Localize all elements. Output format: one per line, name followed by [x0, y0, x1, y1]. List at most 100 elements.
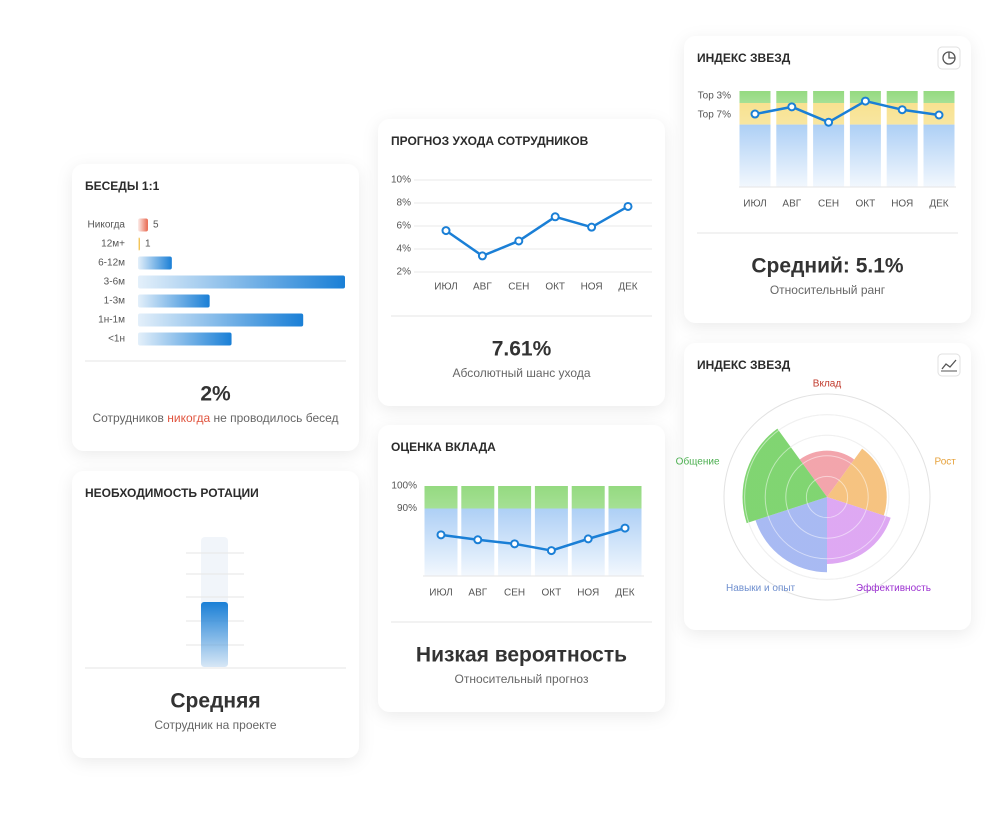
summary: 7.61% — [492, 338, 552, 361]
icon — [941, 359, 957, 370]
sector — [827, 448, 887, 516]
point — [750, 109, 760, 119]
point — [583, 534, 593, 544]
x-tick-label: ИЮЛ — [434, 282, 457, 293]
point — [623, 201, 633, 211]
x-tick-label: НОЯ — [577, 588, 599, 599]
band — [534, 508, 568, 576]
axis-label: Навыки и опыт — [726, 583, 796, 594]
axis-label: Эффективность — [856, 582, 931, 594]
x-tick-label: НОЯ — [891, 199, 913, 210]
axis-label: Рост — [934, 457, 956, 468]
band — [776, 124, 808, 187]
point — [510, 539, 520, 549]
card: БЕСЕДЫ 1:1 Никогда 5 12м+ 1 6-12м 3-6м 1-3м 1н-1… — [72, 164, 359, 451]
line — [440, 526, 626, 552]
card-background — [72, 164, 359, 451]
x-tick-label: АВГ — [468, 588, 487, 599]
bar — [138, 237, 140, 251]
band — [849, 103, 881, 125]
point — [620, 523, 630, 533]
point — [477, 251, 487, 261]
bar-label: <1н — [108, 334, 125, 345]
band — [849, 124, 881, 187]
band — [923, 124, 955, 187]
x-tick-label: ДЕК — [929, 199, 948, 210]
caption: Относительный ранг — [770, 283, 886, 297]
point — [860, 96, 870, 106]
y-tick-label: 4% — [397, 244, 412, 255]
y-tick-label: 100% — [391, 481, 417, 492]
band — [739, 91, 771, 103]
x-tick-label: СЕН — [508, 282, 529, 293]
grid-ring — [785, 455, 869, 539]
card-title: НЕОБХОДИМОСТЬ РОТАЦИИ — [85, 486, 259, 500]
sector — [827, 497, 891, 564]
point — [787, 102, 797, 112]
grid-ring — [723, 393, 931, 601]
band — [461, 486, 495, 509]
band — [923, 91, 955, 103]
band — [813, 91, 845, 103]
line — [754, 99, 940, 124]
x-tick-label: СЕН — [504, 588, 525, 599]
caption: Сотрудников никогда не проводилось бесед — [92, 411, 338, 425]
bar-label: 1н-1м — [98, 315, 125, 326]
summary: Средняя — [170, 690, 260, 713]
band — [424, 486, 458, 509]
point — [587, 222, 597, 232]
band — [813, 124, 845, 187]
axis-label: Общение — [676, 456, 720, 468]
icon-button — [937, 353, 961, 377]
y-tick-label: 10% — [391, 175, 411, 186]
caption: Абсолютный шанс ухода — [452, 366, 590, 380]
sector — [799, 450, 855, 497]
grid-ring — [764, 434, 890, 560]
value-label: 1 — [145, 239, 151, 250]
caption-part: не проводилось бесед — [210, 411, 338, 425]
bar-label: 1-3м — [104, 296, 125, 307]
card-title: ИНДЕКС ЗВЕЗД — [697, 51, 791, 65]
bar — [138, 218, 148, 232]
band — [571, 486, 605, 509]
summary: Средний: 5.1% — [751, 255, 904, 278]
card-title: ИНДЕКС ЗВЕЗД — [697, 358, 791, 372]
point — [897, 105, 907, 115]
x-tick-label: АВГ — [782, 199, 801, 210]
bar-label: 12м+ — [101, 239, 125, 250]
card: ИНДЕКС ЗВЕЗД Top 3% Top 7% ИЮЛ АВГ СЕН ОКТ НОЯ Д… — [684, 36, 971, 323]
bar — [138, 313, 304, 327]
band — [886, 91, 918, 103]
x-tick-label: ИЮЛ — [429, 588, 452, 599]
point — [473, 535, 483, 545]
y-tick-label: 8% — [397, 198, 412, 209]
point — [441, 226, 451, 236]
x-tick-label: НОЯ — [581, 282, 603, 293]
x-tick-label: ДЕК — [615, 588, 634, 599]
card-title: БЕСЕДЫ 1:1 — [85, 179, 160, 193]
point — [824, 117, 834, 127]
card: ПРОГНОЗ УХОДА СОТРУДНИКОВ 2% 4% 6% 8% 10% ИЮЛ А… — [378, 119, 665, 406]
band — [608, 486, 642, 509]
caption: Сотрудник на проекте — [154, 718, 277, 732]
y-tick-label: Top 3% — [698, 90, 731, 101]
band — [608, 508, 642, 576]
y-tick-label: 90% — [397, 503, 417, 514]
point — [550, 212, 560, 222]
bar — [138, 294, 210, 308]
gauge-fill — [201, 602, 228, 667]
card: ИНДЕКС ЗВЕЗД Вклад Рост Эффективность Навыки… — [676, 343, 971, 630]
point — [934, 110, 944, 120]
x-tick-label: ДЕК — [618, 282, 637, 293]
summary: Низкая вероятность — [416, 644, 627, 667]
caption: Относительный прогноз — [455, 672, 589, 686]
card-background — [378, 119, 665, 406]
grid-ring — [805, 475, 849, 519]
x-tick-label: СЕН — [818, 199, 839, 210]
bar-label: 6-12м — [98, 258, 125, 269]
y-tick-label: 2% — [397, 267, 412, 278]
band — [424, 508, 458, 576]
band — [498, 486, 532, 509]
y-tick-label: Top 7% — [698, 110, 731, 121]
